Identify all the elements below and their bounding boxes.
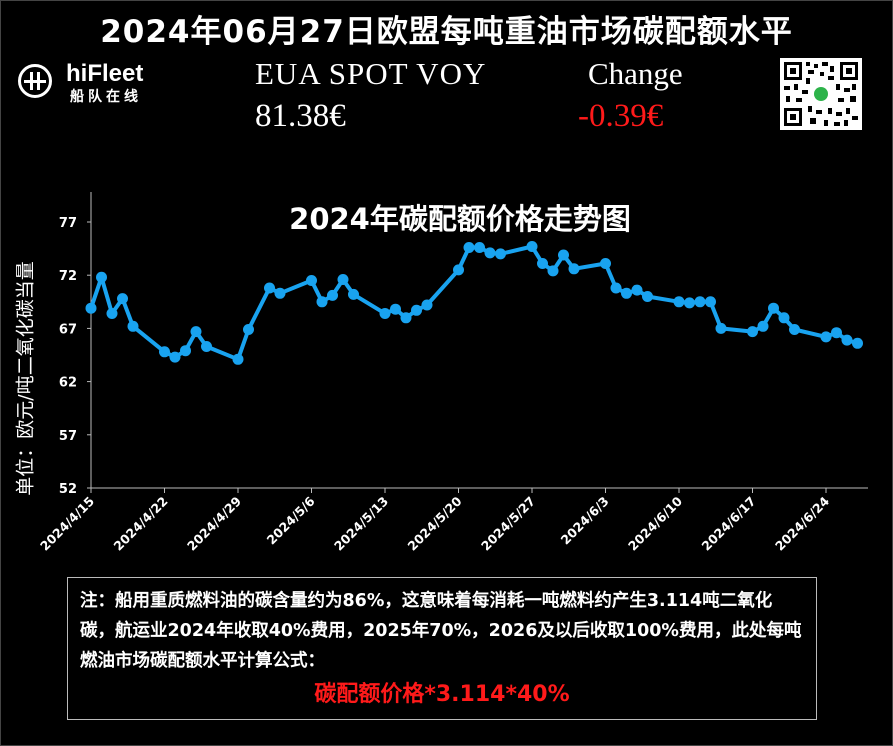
data-point [306, 275, 317, 286]
data-point [421, 299, 433, 311]
x-tick-label: 2024/5/20 [405, 493, 465, 553]
data-point [820, 331, 832, 343]
data-point [327, 289, 338, 301]
data-point [180, 345, 191, 357]
page-title: 2024年06月27日欧盟每吨重油市场碳配额水平 [100, 14, 793, 50]
data-point [568, 263, 580, 275]
y-tick-label: 67 [59, 322, 77, 337]
y-tick-label: 72 [59, 269, 77, 284]
data-point [453, 264, 464, 276]
data-point [169, 351, 181, 363]
logo-subtitle: 船队在线 [70, 89, 142, 105]
x-tick-label: 2024/5/27 [478, 494, 538, 554]
change-value: -0.39€ [578, 98, 664, 134]
y-tick-label: 52 [59, 482, 77, 497]
hifleet-logo: hiFleet 船队在线 [18, 60, 168, 105]
data-point [558, 249, 569, 261]
data-point [495, 248, 506, 260]
data-point [348, 288, 359, 300]
data-point [96, 271, 107, 283]
data-point [190, 326, 202, 338]
x-tick-label: 2024/6/17 [699, 494, 759, 554]
data-point [264, 282, 275, 294]
note-text: 注：船用重质燃料油的碳含量约为86%，这意味着每消耗一吨燃料约产生3.114吨二… [80, 591, 802, 671]
data-point [117, 293, 128, 305]
eua-spot-label: EUA SPOT VOY [255, 56, 487, 91]
data-point [684, 297, 695, 309]
note-box: 注：船用重质燃料油的碳含量约为86%，这意味着每消耗一吨燃料约产生3.114吨二… [67, 577, 817, 720]
data-point [705, 296, 716, 308]
data-point [400, 312, 412, 324]
data-point [159, 346, 170, 358]
x-tick-label: 2024/4/22 [111, 494, 171, 554]
data-point [390, 303, 401, 315]
data-point [526, 241, 538, 252]
data-point [778, 312, 790, 324]
data-point [337, 274, 349, 285]
x-tick-label: 2024/6/24 [772, 493, 832, 553]
y-tick-label: 62 [59, 376, 77, 391]
data-point [621, 287, 632, 299]
hifleet-mark-icon [18, 64, 52, 98]
x-tick-label: 2024/4/15 [37, 494, 97, 554]
data-point [274, 287, 286, 299]
note-formula: 碳配额价格*3.114*40% [314, 682, 570, 707]
data-point [484, 247, 496, 259]
data-point [642, 291, 653, 302]
data-point [537, 258, 548, 269]
data-point [316, 296, 328, 308]
data-point [694, 296, 706, 308]
data-point [757, 320, 769, 332]
chart-title: 2024年碳配额价格走势图 [289, 202, 631, 236]
data-point [411, 304, 422, 316]
data-point [463, 242, 475, 253]
y-tick-label: 77 [59, 216, 77, 231]
data-point [474, 242, 485, 253]
data-point [600, 258, 611, 269]
data-point [232, 353, 244, 365]
data-point [201, 341, 212, 352]
data-point [747, 326, 758, 338]
data-point [768, 302, 779, 314]
logo-name: hiFleet [66, 60, 144, 87]
data-point [715, 322, 727, 334]
change-label: Change [588, 56, 683, 91]
data-point [85, 302, 97, 314]
data-point [127, 320, 139, 332]
x-tick-label: 2024/5/13 [331, 494, 391, 554]
data-point [789, 324, 800, 335]
data-point [631, 284, 643, 296]
data-point [243, 324, 254, 335]
data-point [841, 334, 853, 346]
data-point [831, 327, 842, 339]
data-point [673, 296, 685, 308]
data-point [547, 265, 559, 277]
y-tick-label: 57 [59, 429, 77, 444]
x-tick-label: 2024/6/3 [558, 494, 612, 548]
data-point [106, 308, 118, 319]
data-point [610, 282, 622, 294]
qr-code-icon [780, 58, 862, 130]
data-point [852, 337, 863, 349]
x-tick-label: 2024/5/6 [264, 493, 318, 547]
data-point [379, 308, 391, 319]
eua-spot-value: 81.38€ [255, 98, 346, 134]
x-tick-label: 2024/6/10 [625, 493, 685, 553]
x-tick-label: 2024/4/29 [184, 494, 244, 554]
